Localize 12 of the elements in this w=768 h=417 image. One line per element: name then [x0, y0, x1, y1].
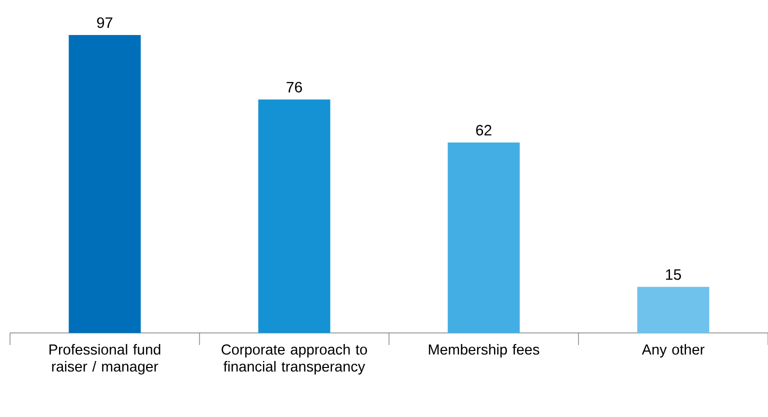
- data-label: 76: [286, 82, 302, 92]
- bar: [68, 34, 141, 333]
- bar: [448, 142, 520, 333]
- x-tick-label: Professional fund raiser / manager: [50, 344, 160, 375]
- x-tick-label: Membership fees: [428, 344, 540, 358]
- data-label: 97: [97, 17, 112, 28]
- x-tick-label: Any other: [642, 344, 704, 358]
- bar: [637, 286, 710, 333]
- data-label: 62: [476, 124, 492, 136]
- data-label: 15: [666, 269, 681, 280]
- bar: [258, 100, 330, 333]
- x-tick-label: Corporate approach to financial transperancy: [222, 344, 367, 375]
